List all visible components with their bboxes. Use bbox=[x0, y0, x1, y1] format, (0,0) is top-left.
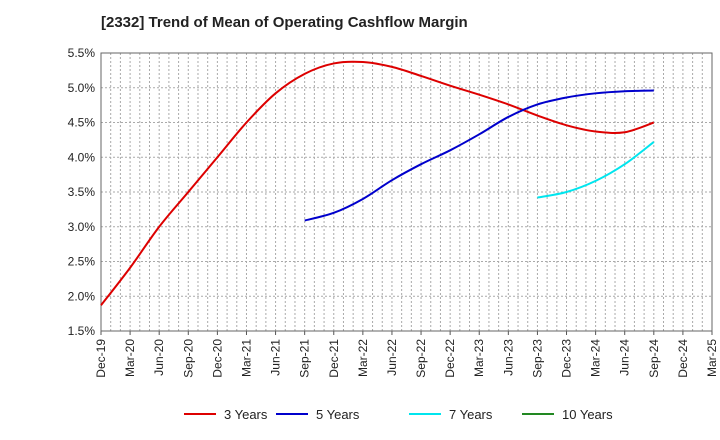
series-line-7-years bbox=[537, 141, 655, 199]
x-tick-label: Sep-22 bbox=[414, 339, 428, 378]
x-tick-label: Sep-20 bbox=[181, 339, 195, 378]
legend-label: 5 Years bbox=[316, 407, 360, 422]
series-line-5-years bbox=[304, 89, 654, 222]
y-tick-label: 2.5% bbox=[68, 255, 96, 269]
y-tick-label: 2.0% bbox=[68, 289, 96, 303]
x-tick-label: Dec-23 bbox=[560, 339, 574, 378]
x-tick-label: Jun-24 bbox=[618, 339, 632, 376]
x-tick-label: Mar-21 bbox=[239, 339, 253, 377]
x-tick-label: Dec-21 bbox=[327, 339, 341, 378]
x-tick-label: Jun-23 bbox=[501, 339, 515, 376]
x-tick-label: Mar-20 bbox=[123, 339, 137, 377]
series-line-3-years bbox=[100, 60, 655, 306]
y-tick-label: 3.5% bbox=[68, 185, 96, 199]
legend-label: 10 Years bbox=[562, 407, 613, 422]
y-tick-label: 1.5% bbox=[68, 324, 96, 338]
x-tick-label: Mar-24 bbox=[589, 339, 603, 377]
y-tick-label: 5.0% bbox=[68, 81, 96, 95]
x-tick-label: Jun-20 bbox=[152, 339, 166, 376]
x-tick-label: Sep-23 bbox=[530, 339, 544, 378]
plot-border bbox=[100, 52, 713, 332]
x-tick-label: Dec-19 bbox=[94, 339, 108, 378]
x-tick-label: Mar-22 bbox=[356, 339, 370, 377]
x-tick-label: Jun-21 bbox=[269, 339, 283, 376]
y-tick-label: 3.0% bbox=[68, 220, 96, 234]
x-tick-label: Sep-24 bbox=[647, 339, 661, 378]
x-tick-label: Dec-24 bbox=[676, 339, 690, 378]
x-tick-label: Mar-25 bbox=[705, 339, 719, 377]
x-tick-label: Dec-20 bbox=[210, 339, 224, 378]
x-tick-label: Dec-22 bbox=[443, 339, 457, 378]
y-tick-label: 5.5% bbox=[68, 46, 96, 60]
y-tick-label: 4.5% bbox=[68, 116, 96, 130]
legend-label: 7 Years bbox=[449, 407, 493, 422]
x-tick-label: Sep-21 bbox=[298, 339, 312, 378]
x-tick-label: Jun-22 bbox=[385, 339, 399, 376]
legend-label: 3 Years bbox=[224, 407, 268, 422]
chart-title: [2332] Trend of Mean of Operating Cashfl… bbox=[101, 14, 468, 31]
y-tick-label: 4.0% bbox=[68, 150, 96, 164]
x-tick-label: Mar-23 bbox=[472, 339, 486, 377]
